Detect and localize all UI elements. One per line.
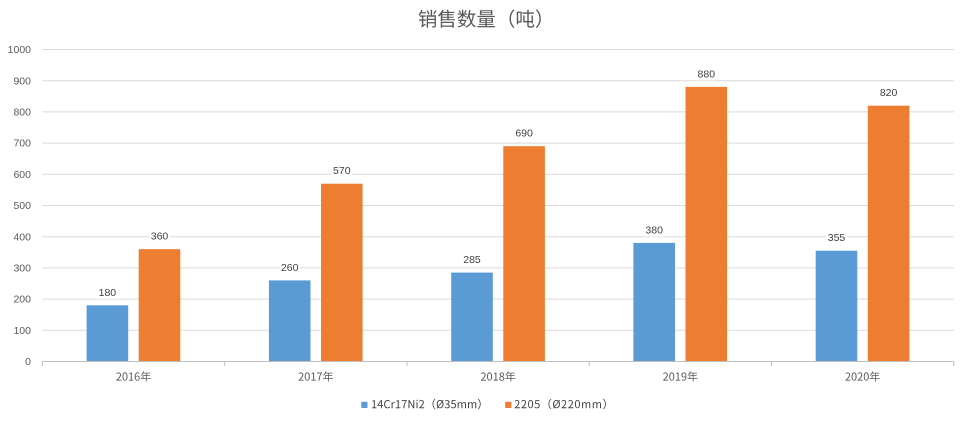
svg-text:355: 355 <box>828 232 846 244</box>
svg-text:380: 380 <box>645 224 663 236</box>
svg-text:200: 200 <box>13 294 31 306</box>
svg-text:570: 570 <box>333 165 351 177</box>
svg-text:285: 285 <box>463 254 481 266</box>
svg-text:700: 700 <box>13 138 31 150</box>
svg-text:600: 600 <box>13 169 31 181</box>
svg-text:180: 180 <box>99 287 117 299</box>
svg-text:300: 300 <box>13 263 31 275</box>
svg-text:400: 400 <box>13 231 31 243</box>
svg-text:0: 0 <box>25 356 31 368</box>
svg-text:260: 260 <box>281 262 299 274</box>
svg-text:820: 820 <box>880 87 898 99</box>
svg-text:100: 100 <box>13 325 31 337</box>
svg-text:900: 900 <box>13 75 31 87</box>
svg-text:1000: 1000 <box>8 44 32 56</box>
svg-text:800: 800 <box>13 107 31 119</box>
svg-text:690: 690 <box>515 128 533 140</box>
svg-text:880: 880 <box>698 68 716 80</box>
svg-text:360: 360 <box>151 231 169 243</box>
svg-text:500: 500 <box>13 200 31 212</box>
